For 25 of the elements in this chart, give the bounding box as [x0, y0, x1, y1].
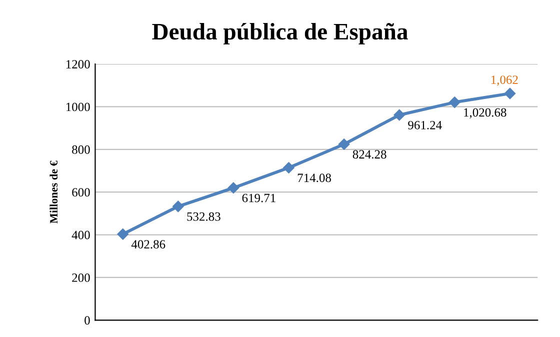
- data-label: 619.71: [242, 194, 276, 202]
- point: [283, 162, 294, 174]
- point: [228, 182, 240, 194]
- y-tick-label: 0: [84, 316, 90, 325]
- data-label: 1,020.68: [464, 108, 506, 118]
- point: [504, 88, 516, 100]
- y-tick-label: 1200: [66, 60, 90, 68]
- data-label: 824.28: [352, 150, 386, 159]
- data-label: 532.83: [187, 212, 220, 221]
- data-label: 402.86: [131, 240, 166, 249]
- y-tick-label: 200: [72, 273, 90, 282]
- data-label: 714.08: [298, 174, 331, 182]
- y-tick-label: 600: [72, 188, 90, 197]
- y-tick-label: 800: [72, 145, 90, 154]
- y-tick-label: 1000: [66, 102, 90, 112]
- y-axis-title: Millones de €: [50, 160, 58, 224]
- point: [172, 200, 184, 212]
- data-label: 961.24: [408, 120, 442, 130]
- point: [117, 228, 128, 240]
- data-label: 1,062: [491, 76, 518, 86]
- point: [338, 138, 350, 150]
- point: [394, 109, 405, 121]
- chart-title: Deuda pública de España: [152, 22, 408, 44]
- point: [449, 96, 460, 108]
- y-tick-label: 400: [72, 230, 90, 240]
